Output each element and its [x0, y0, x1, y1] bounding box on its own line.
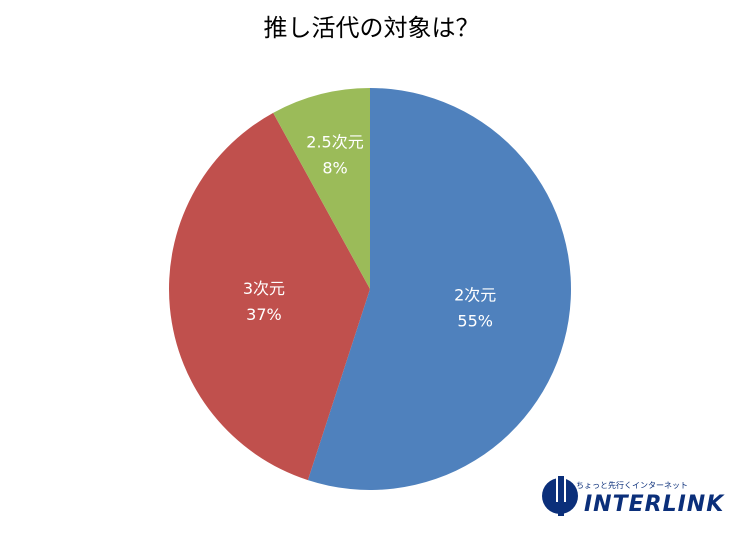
interlink-logo: ちょっと先行くインターネット INTERLINK: [540, 468, 730, 522]
slice-category-label: 2次元: [454, 286, 496, 305]
logo-wordmark: INTERLINK: [584, 492, 725, 517]
logo-tagline: ちょっと先行くインターネット: [576, 481, 688, 490]
slice-percent-label: 37%: [246, 305, 282, 324]
slice-percent-label: 8%: [322, 159, 347, 178]
pie-slice-1: [307, 88, 572, 490]
slice-category-label: 3次元: [243, 279, 285, 298]
slice-category-label: 2.5次元: [306, 133, 363, 152]
slice-percent-label: 55%: [457, 312, 493, 331]
logo-mark-icon: [542, 472, 578, 516]
pie-slice-2: [169, 112, 370, 481]
pie-slices: [169, 88, 572, 490]
slice-labels: 2次元 55% 3次元 37% 2.5次元 8%: [243, 133, 496, 331]
pie-slice-3: [273, 88, 370, 289]
chart-title: 推し活代の対象は？: [263, 14, 480, 42]
